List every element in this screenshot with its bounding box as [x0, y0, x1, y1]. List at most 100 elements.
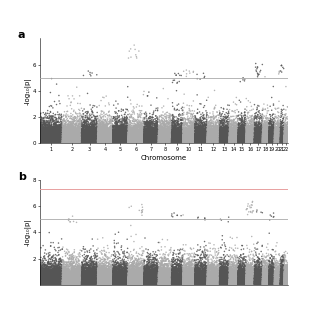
Point: [216, 129, 221, 134]
Point: [212, 275, 217, 280]
Point: [222, 140, 228, 146]
Point: [234, 139, 239, 144]
Point: [218, 134, 223, 139]
Point: [59, 274, 64, 279]
Point: [55, 277, 60, 283]
Point: [100, 281, 105, 286]
Point: [234, 275, 239, 280]
Point: [119, 135, 124, 140]
Point: [137, 128, 142, 133]
Point: [284, 139, 290, 144]
Point: [198, 282, 203, 287]
Point: [212, 281, 217, 286]
Point: [236, 273, 241, 278]
Point: [186, 282, 191, 287]
Point: [258, 267, 263, 272]
Point: [172, 139, 177, 144]
Point: [239, 125, 244, 131]
Point: [210, 133, 215, 138]
Point: [45, 278, 51, 283]
Point: [158, 274, 163, 279]
Point: [199, 127, 204, 132]
Point: [83, 277, 88, 282]
Point: [125, 282, 130, 287]
Point: [103, 270, 108, 276]
Point: [96, 274, 101, 279]
Point: [175, 280, 180, 285]
Point: [91, 136, 96, 141]
Point: [59, 134, 64, 140]
Point: [267, 277, 272, 282]
Point: [107, 279, 112, 284]
Point: [249, 282, 254, 287]
Point: [48, 279, 53, 284]
Point: [91, 281, 96, 286]
Point: [142, 274, 148, 279]
Point: [104, 279, 109, 284]
Point: [131, 140, 136, 146]
Point: [245, 138, 250, 143]
Point: [42, 140, 47, 146]
Point: [93, 140, 98, 145]
Point: [83, 282, 88, 287]
Point: [251, 274, 256, 279]
Point: [71, 282, 76, 287]
Point: [249, 140, 254, 145]
Point: [154, 138, 159, 143]
Point: [132, 275, 138, 280]
Point: [139, 136, 144, 141]
Point: [165, 270, 170, 275]
Point: [181, 274, 187, 279]
Point: [127, 136, 132, 141]
Point: [166, 282, 172, 287]
Point: [276, 110, 281, 115]
Point: [55, 280, 60, 285]
Point: [168, 140, 173, 146]
Point: [205, 138, 210, 143]
Point: [81, 278, 86, 283]
Point: [265, 273, 270, 278]
Point: [147, 272, 152, 277]
Point: [102, 140, 107, 146]
Point: [69, 265, 74, 270]
Point: [56, 134, 61, 139]
Point: [131, 280, 136, 285]
Point: [250, 135, 255, 140]
Point: [273, 280, 278, 285]
Point: [83, 141, 88, 146]
Point: [200, 131, 205, 136]
Point: [231, 269, 236, 274]
Point: [217, 280, 222, 285]
Point: [240, 268, 245, 274]
Point: [188, 140, 194, 146]
Point: [117, 276, 122, 281]
Point: [126, 140, 131, 145]
Point: [272, 137, 277, 142]
Point: [269, 279, 275, 284]
Point: [112, 133, 117, 138]
Point: [242, 273, 247, 278]
Point: [154, 132, 159, 137]
Point: [187, 129, 192, 134]
Point: [155, 125, 160, 130]
Point: [185, 139, 190, 144]
Point: [251, 279, 256, 284]
Point: [122, 126, 127, 131]
Point: [231, 279, 236, 284]
Point: [82, 139, 87, 144]
Point: [191, 280, 196, 285]
Point: [85, 140, 90, 146]
Point: [273, 278, 278, 284]
Point: [79, 280, 84, 285]
Point: [224, 270, 229, 276]
Point: [166, 138, 171, 143]
Point: [141, 136, 146, 141]
Point: [158, 266, 164, 271]
Point: [240, 274, 245, 279]
Point: [253, 136, 258, 141]
Point: [218, 281, 223, 286]
Point: [212, 124, 217, 130]
Point: [215, 282, 220, 287]
Point: [180, 281, 186, 286]
Point: [38, 135, 43, 140]
